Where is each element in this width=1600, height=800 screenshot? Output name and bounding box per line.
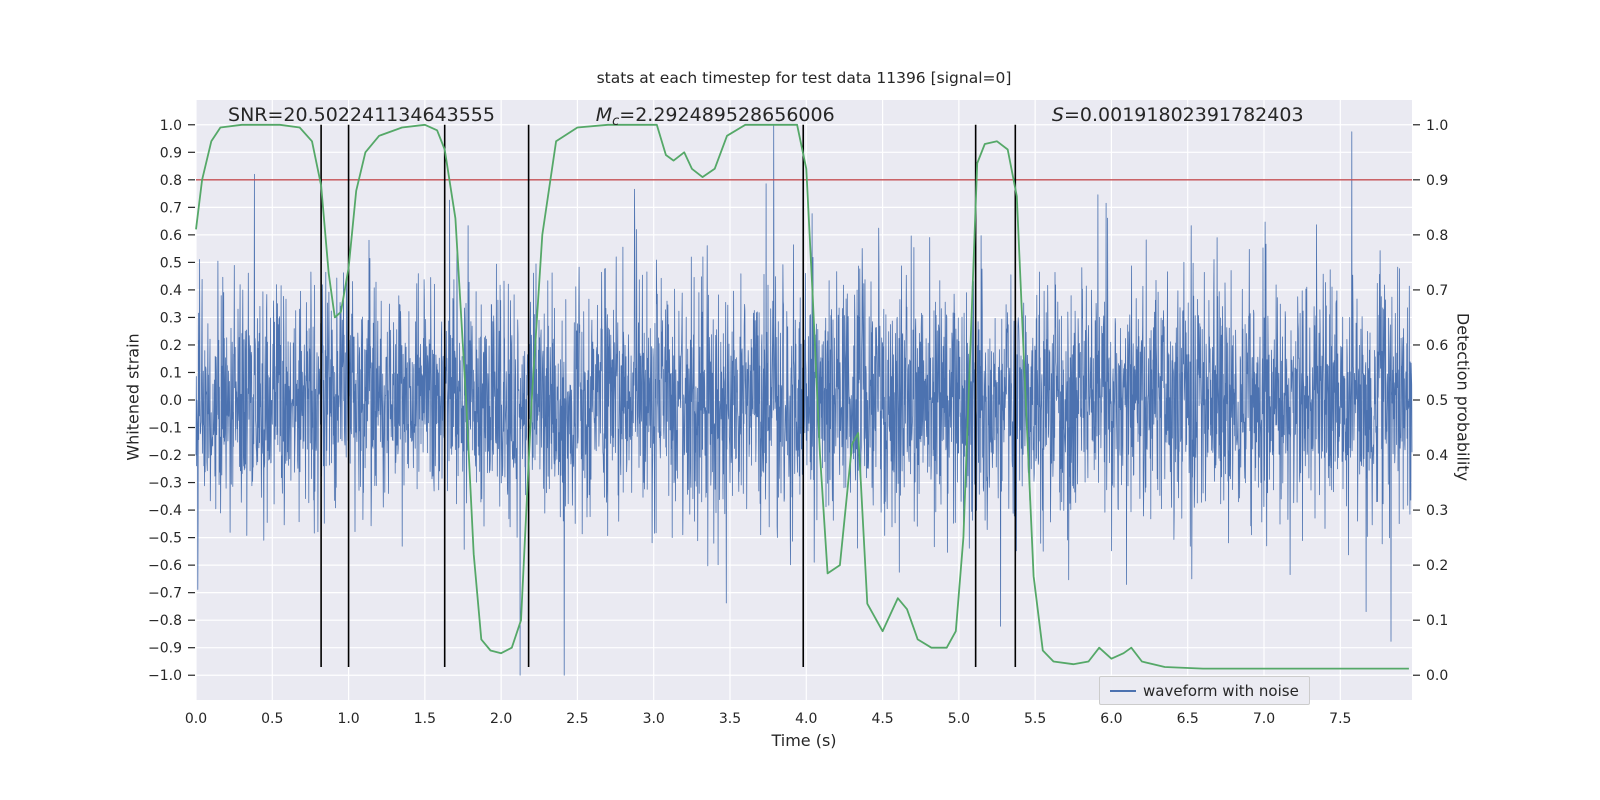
y-left-tick-label: −0.7 (148, 586, 182, 602)
legend-label: waveform with noise (1143, 681, 1299, 700)
y-left-tick-label: 0.1 (160, 365, 182, 381)
x-tick-label: 0.0 (185, 711, 207, 727)
y-left-tick-label: 1.0 (160, 118, 182, 134)
y-left-tick-label: −0.6 (148, 558, 182, 574)
y-left-tick-label: −0.4 (148, 503, 182, 519)
y-right-tick-label: 0.5 (1426, 393, 1448, 409)
chart-title: stats at each timestep for test data 113… (596, 69, 1012, 87)
legend-line-sample (1110, 689, 1136, 692)
y-left-tick-label: 0.2 (160, 338, 182, 354)
y-left-tick-label: −1.0 (148, 668, 182, 684)
y-left-tick-label: 0.4 (160, 283, 182, 299)
y-left-tick-label: 0.7 (160, 200, 182, 216)
y-left-tick-label: 0.9 (160, 145, 182, 161)
y-left-tick-label: −0.2 (148, 448, 182, 464)
x-tick-label: 5.5 (1024, 711, 1046, 727)
y-left-tick-label: −0.1 (148, 421, 182, 437)
x-tick-label: 4.5 (871, 711, 893, 727)
annotation-s-stat-prefix: S (1051, 104, 1064, 126)
y-axis-label-right: Detection probability (1453, 312, 1473, 482)
y-right-tick-label: 0.8 (1426, 228, 1448, 244)
y-left-tick-label: 0.0 (160, 393, 182, 409)
y-left-tick-label: 0.6 (160, 228, 182, 244)
annotation-snr-prefix: SNR (228, 104, 268, 126)
annotation-snr: SNR=20.502241134643555 (228, 105, 495, 126)
legend: waveform with noise (1099, 676, 1310, 705)
y-left-tick-label: −0.9 (148, 641, 182, 657)
y-left-tick-label: 0.8 (160, 173, 182, 189)
y-left-tick-label: −0.3 (148, 476, 182, 492)
y-right-tick-label: 0.4 (1426, 448, 1448, 464)
x-tick-label: 3.0 (643, 711, 665, 727)
x-tick-label: 1.5 (414, 711, 436, 727)
y-left-tick-label: 0.5 (160, 255, 182, 271)
probability-curve-path (195, 123, 1409, 670)
annotation-chirp-mass-value: =2.292489528656006 (619, 104, 835, 126)
x-tick-label: 7.5 (1329, 711, 1351, 727)
y-right-tick-label: 0.6 (1426, 338, 1448, 354)
y-left-tick-label: −0.5 (148, 531, 182, 547)
y-right-tick-label: 0.7 (1426, 283, 1448, 299)
x-tick-label: 5.0 (948, 711, 970, 727)
annotation-snr-value: =20.502241134643555 (267, 104, 495, 126)
x-tick-label: 7.0 (1253, 711, 1275, 727)
y-right-tick-label: 0.2 (1426, 558, 1448, 574)
y-right-tick-label: 0.9 (1426, 173, 1448, 189)
x-tick-label: 2.5 (566, 711, 588, 727)
x-tick-label: 0.5 (261, 711, 283, 727)
y-right-tick-label: 0.0 (1426, 668, 1448, 684)
annotation-chirp-mass-prefix: M (595, 104, 613, 126)
y-right-tick-label: 1.0 (1426, 118, 1448, 134)
y-right-tick-label: 0.1 (1426, 613, 1448, 629)
annotation-chirp-mass: Mc=2.292489528656006 (595, 104, 835, 129)
x-tick-label: 4.0 (795, 711, 817, 727)
x-tick-label: 2.0 (490, 711, 512, 727)
y-left-tick-label: 0.3 (160, 310, 182, 326)
annotation-s-stat-value: =0.00191802391782403 (1063, 104, 1304, 126)
annotation-chirp-mass-sub: c (612, 114, 620, 129)
y-left-tick-label: −0.8 (148, 613, 182, 629)
y-right-tick-label: 0.3 (1426, 503, 1448, 519)
x-tick-label: 1.0 (337, 711, 359, 727)
annotation-s-stat: S=0.00191802391782403 (1052, 105, 1304, 126)
y-axis-label-left: Whitened strain (123, 333, 143, 461)
x-tick-label: 3.5 (719, 711, 741, 727)
x-axis-label: Time (s) (771, 731, 837, 750)
x-tick-label: 6.0 (1100, 711, 1122, 727)
x-tick-label: 6.5 (1177, 711, 1199, 727)
